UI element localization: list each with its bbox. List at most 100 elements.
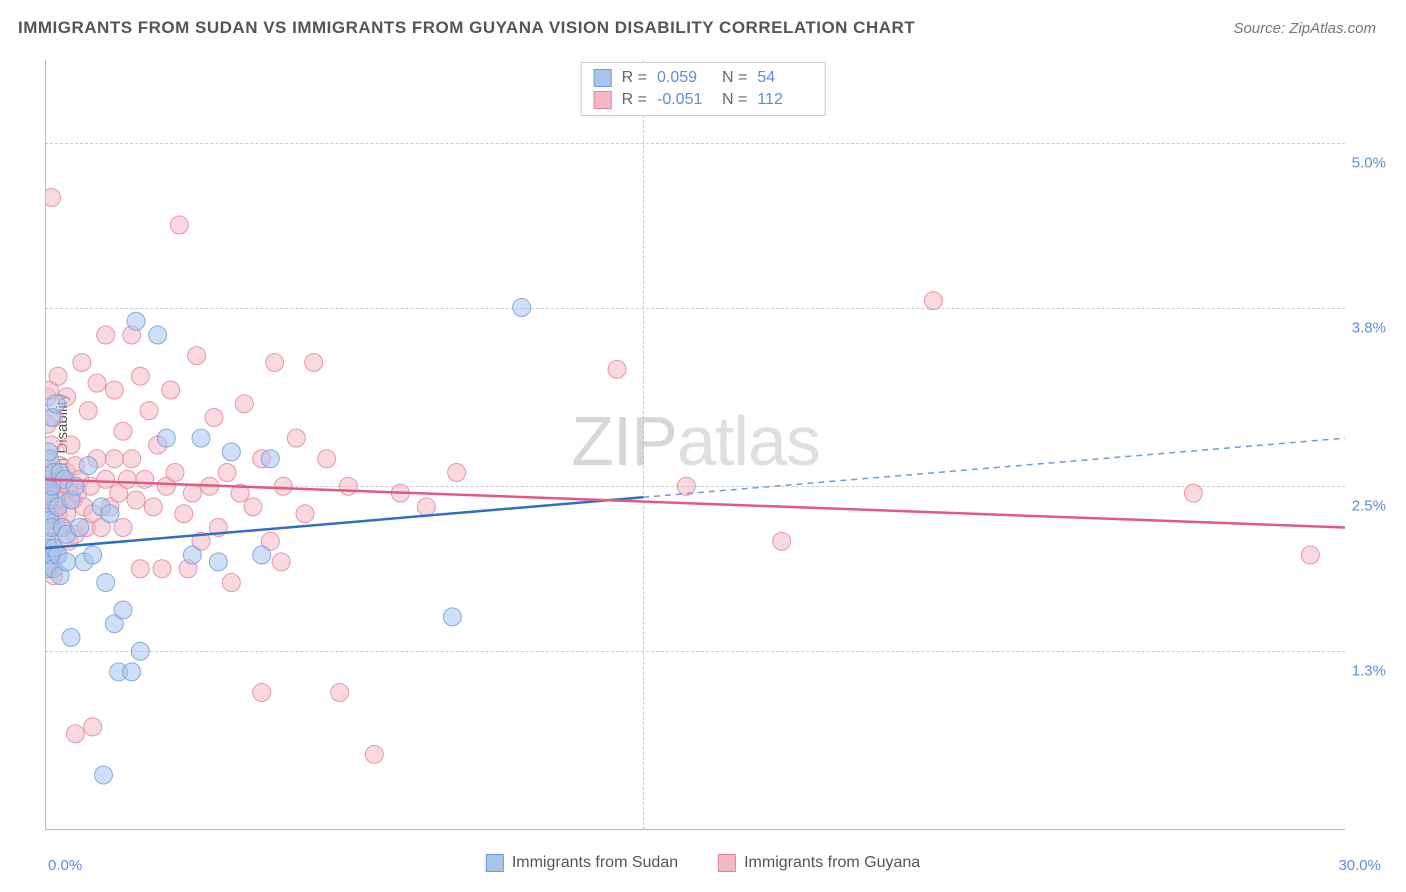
scatter-point (105, 381, 123, 399)
scatter-point (84, 718, 102, 736)
scatter-point (261, 450, 279, 468)
scatter-point (84, 546, 102, 564)
scatter-point (62, 436, 80, 454)
swatch-series-1 (594, 91, 612, 109)
legend-label-0: Immigrants from Sudan (512, 854, 678, 872)
scatter-point (131, 367, 149, 385)
scatter-point (73, 354, 91, 372)
scatter-point (144, 498, 162, 516)
scatter-point (123, 450, 141, 468)
legend-bottom: Immigrants from Sudan Immigrants from Gu… (486, 854, 920, 872)
stats-r-label: R = (622, 91, 647, 109)
scatter-point (114, 519, 132, 537)
legend-label-1: Immigrants from Guyana (744, 854, 920, 872)
scatter-point (97, 574, 115, 592)
scatter-point (131, 642, 149, 660)
scatter-point (1184, 484, 1202, 502)
swatch-series-0 (594, 69, 612, 87)
scatter-point (274, 477, 292, 495)
ytick-label: 3.8% (1352, 319, 1386, 336)
scatter-point (47, 395, 65, 413)
scatter-point (417, 498, 435, 516)
scatter-point (71, 519, 89, 537)
scatter-point (287, 429, 305, 447)
stats-n-label: N = (722, 91, 747, 109)
scatter-point (79, 402, 97, 420)
scatter-point (123, 663, 141, 681)
legend-swatch-0 (486, 854, 504, 872)
legend-swatch-1 (718, 854, 736, 872)
scatter-point (118, 470, 136, 488)
scatter-point (365, 745, 383, 763)
ytick-label: 2.5% (1352, 498, 1386, 515)
scatter-point (166, 464, 184, 482)
scatter-point (235, 395, 253, 413)
chart-svg (45, 60, 1345, 830)
scatter-point (1301, 546, 1319, 564)
scatter-point (188, 347, 206, 365)
scatter-point (331, 684, 349, 702)
scatter-point (170, 216, 188, 234)
scatter-point (62, 629, 80, 647)
scatter-point (136, 470, 154, 488)
stats-r-0: 0.059 (657, 69, 712, 87)
xtick-max: 30.0% (1338, 857, 1381, 874)
scatter-point (296, 505, 314, 523)
scatter-point (105, 450, 123, 468)
xtick-min: 0.0% (48, 857, 82, 874)
scatter-point (88, 374, 106, 392)
scatter-point (205, 409, 223, 427)
scatter-point (131, 560, 149, 578)
scatter-point (45, 189, 61, 207)
scatter-point (58, 553, 76, 571)
source-label: Source: ZipAtlas.com (1233, 20, 1376, 37)
scatter-point (222, 574, 240, 592)
ytick-label: 1.3% (1352, 663, 1386, 680)
stats-n-0: 54 (757, 69, 812, 87)
scatter-point (183, 484, 201, 502)
scatter-point (66, 725, 84, 743)
legend-item-1: Immigrants from Guyana (718, 854, 920, 872)
chart-title: IMMIGRANTS FROM SUDAN VS IMMIGRANTS FROM… (18, 18, 915, 38)
scatter-point (253, 684, 271, 702)
scatter-point (339, 477, 357, 495)
trendline-dashed-0 (643, 438, 1345, 497)
ytick-label: 5.0% (1352, 154, 1386, 171)
scatter-point (253, 546, 271, 564)
stats-n-1: 112 (757, 91, 812, 109)
scatter-point (266, 354, 284, 372)
scatter-point (127, 312, 145, 330)
scatter-point (924, 292, 942, 310)
stats-r-1: -0.051 (657, 91, 712, 109)
scatter-point (49, 367, 67, 385)
stats-row-1: R = -0.051 N = 112 (594, 89, 813, 111)
scatter-point (101, 505, 119, 523)
scatter-point (222, 443, 240, 461)
scatter-point (608, 360, 626, 378)
scatter-point (218, 464, 236, 482)
scatter-point (157, 429, 175, 447)
scatter-point (305, 354, 323, 372)
stats-r-label: R = (622, 69, 647, 87)
scatter-point (97, 326, 115, 344)
scatter-point (114, 601, 132, 619)
scatter-point (149, 326, 167, 344)
stats-n-label: N = (722, 69, 747, 87)
scatter-point (114, 422, 132, 440)
stats-box: R = 0.059 N = 54 R = -0.051 N = 112 (581, 62, 826, 116)
scatter-point (140, 402, 158, 420)
scatter-point (244, 498, 262, 516)
scatter-point (318, 450, 336, 468)
scatter-point (183, 546, 201, 564)
scatter-point (443, 608, 461, 626)
scatter-point (209, 553, 227, 571)
scatter-point (773, 532, 791, 550)
scatter-point (79, 457, 97, 475)
scatter-point (448, 464, 466, 482)
legend-item-0: Immigrants from Sudan (486, 854, 678, 872)
scatter-point (153, 560, 171, 578)
scatter-point (97, 470, 115, 488)
scatter-point (95, 766, 113, 784)
scatter-point (127, 491, 145, 509)
scatter-point (513, 299, 531, 317)
